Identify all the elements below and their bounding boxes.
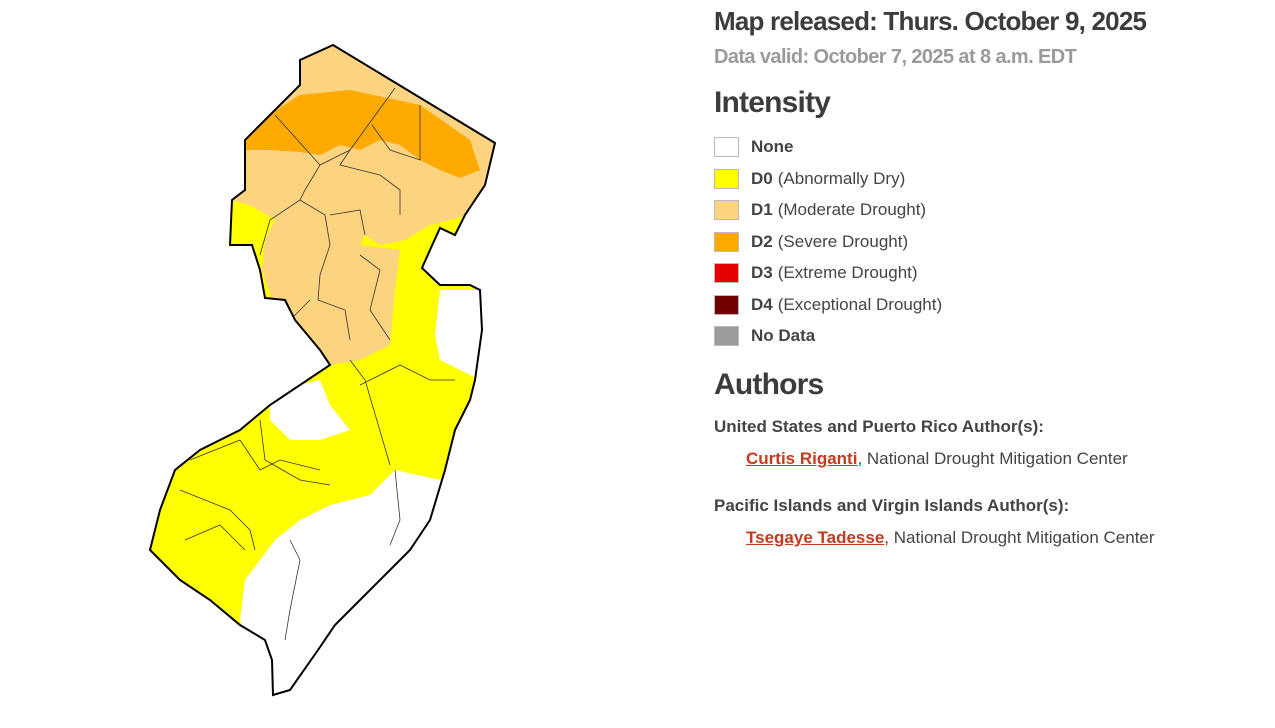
- legend-item: D2 (Severe Drought): [714, 231, 908, 253]
- author-affiliation: , National Drought Mitigation Center: [884, 528, 1155, 547]
- legend-description: (Abnormally Dry): [777, 168, 906, 188]
- legend-item: No Data: [714, 325, 820, 347]
- legend-swatch: [714, 200, 739, 220]
- none-area: [240, 470, 460, 695]
- drought-map: [148, 43, 497, 697]
- legend-code: D1: [751, 200, 773, 219]
- legend-item: D0 (Abnormally Dry): [714, 168, 905, 190]
- legend-description: (Exceptional Drought): [777, 294, 943, 314]
- map-subtitle: Data valid: October 7, 2025 at 8 a.m. ED…: [714, 46, 1077, 68]
- legend-item: D4 (Exceptional Drought): [714, 294, 942, 316]
- author-group-heading: United States and Puerto Rico Author(s):: [714, 417, 1044, 436]
- legend-swatch: [714, 168, 739, 189]
- legend-code: D3: [751, 263, 773, 282]
- legend-code: D2: [751, 231, 773, 251]
- none-area: [435, 290, 490, 385]
- legend-swatch: [714, 137, 739, 157]
- none-area: [270, 380, 350, 440]
- authors-title: Authors: [714, 368, 824, 401]
- legend-description: (Moderate Drought): [777, 200, 927, 219]
- legend-description: (Severe Drought): [777, 231, 909, 251]
- author-entry: Tsegaye Tadesse, National Drought Mitiga…: [746, 528, 1155, 548]
- legend-description: (Extreme Drought): [777, 263, 918, 282]
- legend-title: Intensity: [714, 86, 831, 119]
- drought-areas: [150, 45, 495, 695]
- legend-code: None: [751, 137, 794, 156]
- legend-swatch: [714, 263, 739, 283]
- author-group-heading: Pacific Islands and Virgin Islands Autho…: [714, 496, 1070, 515]
- author-link[interactable]: Tsegaye Tadesse: [746, 528, 885, 547]
- legend-item: None: [714, 136, 799, 158]
- legend-code: D0: [751, 168, 773, 188]
- state-outline: [148, 43, 497, 697]
- legend-item: D1 (Moderate Drought): [714, 199, 926, 221]
- legend-swatch: [714, 294, 739, 315]
- author-link[interactable]: Curtis Riganti: [746, 449, 858, 468]
- legend-code: D4: [751, 294, 773, 314]
- map-title: Map released: Thurs. October 9, 2025: [714, 6, 1147, 36]
- author-affiliation: , National Drought Mitigation Center: [857, 449, 1128, 468]
- legend-swatch: [714, 326, 739, 346]
- legend-code: No Data: [751, 326, 816, 345]
- legend-item: D3 (Extreme Drought): [714, 262, 918, 284]
- county-lines: [179, 87, 455, 641]
- author-entry: Curtis Riganti, National Drought Mitigat…: [746, 449, 1128, 469]
- legend-swatch: [714, 231, 739, 252]
